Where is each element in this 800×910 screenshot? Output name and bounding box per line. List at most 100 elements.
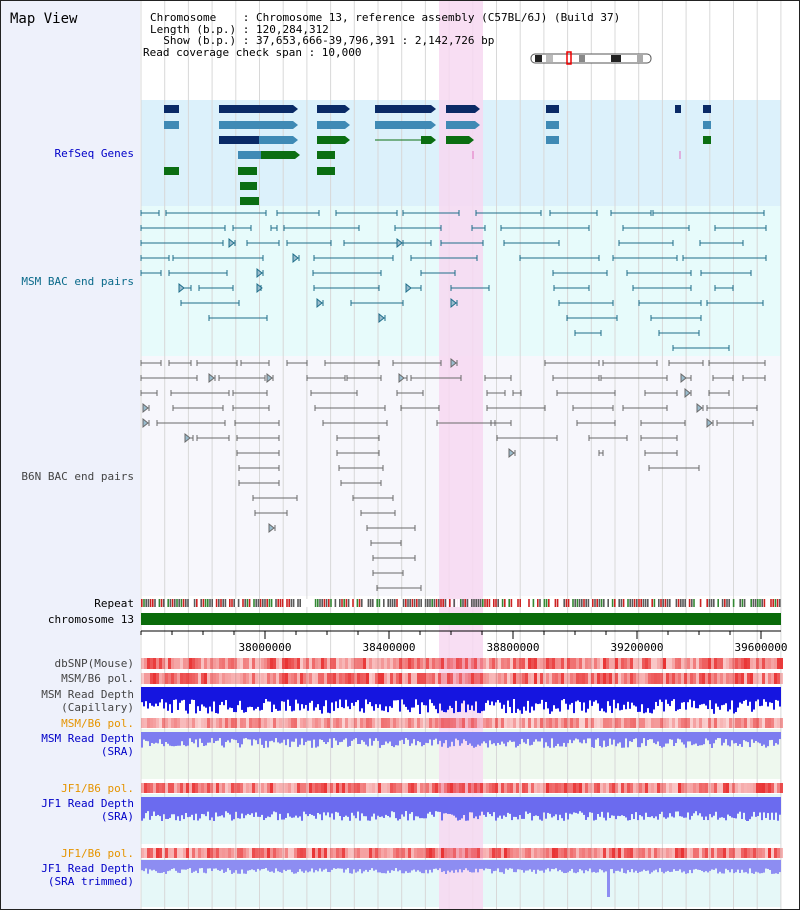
repeat-element — [545, 599, 548, 607]
jf1-sra-depth — [203, 797, 205, 815]
msm-depth-capillary-label[interactable]: MSM Read Depth (Capillary) — [41, 688, 134, 714]
jf1-trim-depth — [567, 860, 569, 873]
pol-heat-cell — [339, 848, 342, 858]
refseq-genes-label[interactable]: RefSeq Genes — [54, 147, 134, 160]
pol-heat-cell — [672, 673, 675, 684]
repeat-element — [495, 599, 497, 607]
repeat-element — [552, 599, 554, 607]
msm-cap-depth — [669, 687, 671, 707]
msm-b6-pol-label-2[interactable]: MSM/B6 pol. — [61, 717, 134, 730]
repeat-element — [484, 599, 486, 607]
jf1-sra-depth — [347, 797, 349, 817]
msm-sra-depth — [155, 732, 157, 743]
msm-sra-depth — [635, 732, 637, 739]
pol-heat-cell — [303, 658, 306, 669]
jf1-depth-trim-label[interactable]: JF1 Read Depth (SRA trimmed) — [41, 862, 134, 888]
msm-sra-depth — [641, 732, 643, 744]
jf1-sra-depth — [175, 797, 177, 821]
gene-arrow — [345, 121, 350, 129]
b6n-bac-label[interactable]: B6N BAC end pairs — [21, 470, 134, 483]
jf1-depth-sra-label[interactable]: JF1 Read Depth (SRA) — [41, 797, 134, 823]
jf1-sra-depth — [427, 797, 429, 814]
pol-heat-cell — [528, 848, 531, 858]
pol-heat-cell — [309, 718, 312, 728]
jf1-b6-pol-label-1[interactable]: JF1/B6 pol. — [61, 782, 134, 795]
msm-sra-depth — [527, 732, 529, 739]
pol-heat-cell — [618, 848, 621, 858]
pol-heat-cell — [702, 658, 705, 669]
msm-sra-depth — [287, 732, 289, 740]
pol-heat-cell — [198, 658, 201, 669]
pol-heat-cell — [657, 718, 660, 728]
pol-heat-cell — [141, 848, 144, 858]
jf1-trim-depth — [491, 860, 493, 874]
jf1-sra-depth — [771, 797, 773, 813]
msm-sra-depth — [429, 732, 431, 740]
jf1-trim-depth — [561, 860, 563, 872]
msm-cap-depth — [431, 687, 433, 704]
pol-heat-cell — [369, 848, 372, 858]
jf1-sra-depth — [635, 797, 637, 813]
dbsnp-label[interactable]: dbSNP(Mouse) — [54, 657, 134, 670]
refseq-gene — [675, 105, 681, 113]
pol-heat-cell — [480, 718, 483, 728]
jf1-sra-depth — [725, 797, 727, 821]
pol-heat-cell — [489, 848, 492, 858]
msm-cap-depth — [291, 687, 293, 712]
msm-sra-depth — [503, 732, 505, 744]
pol-heat-cell — [723, 783, 726, 793]
pol-heat-cell — [204, 848, 207, 858]
msm-cap-depth — [191, 687, 193, 700]
pol-heat-cell — [585, 718, 588, 728]
repeat-element — [464, 599, 466, 607]
msm-sra-depth — [243, 732, 245, 739]
pol-heat-cell — [312, 783, 315, 793]
jf1-trim-depth — [409, 860, 411, 873]
msm-depth-sra-label[interactable]: MSM Read Depth (SRA) — [41, 732, 134, 758]
msm-cap-depth — [525, 687, 527, 711]
pol-heat-cell — [744, 673, 747, 684]
pol-heat-cell — [465, 718, 468, 728]
pol-heat-cell — [528, 658, 531, 669]
pol-heat-cell — [462, 658, 465, 669]
msm-sra-depth — [697, 732, 699, 746]
pol-heat-cell — [333, 848, 336, 858]
jf1-trim-depth — [353, 860, 355, 870]
jf1-trim-depth — [505, 860, 507, 869]
repeat-element — [279, 599, 282, 607]
msm-sra-depth — [227, 732, 229, 741]
pol-heat-cell — [255, 718, 258, 728]
pol-heat-cell — [237, 783, 240, 793]
msm-sra-depth — [215, 732, 217, 742]
repeat-element — [369, 599, 372, 607]
jf1-sra-depth — [667, 797, 669, 818]
msm-cap-depth — [753, 687, 755, 710]
msm-cap-depth — [379, 687, 381, 705]
jf1-sra-depth — [341, 797, 343, 821]
jf1-sra-depth — [729, 797, 731, 817]
jf1-trim-depth — [265, 860, 267, 869]
jf1-trim-depth — [461, 860, 463, 873]
pol-heat-cell — [435, 718, 438, 728]
pol-heat-cell — [192, 718, 195, 728]
jf1-sra-depth — [473, 797, 475, 819]
repeat-element — [325, 599, 328, 607]
repeat-element — [519, 599, 521, 607]
chromosome-ideogram[interactable] — [530, 51, 652, 65]
pol-heat-cell — [435, 673, 438, 684]
pol-heat-cell — [210, 848, 213, 858]
msm-cap-depth — [265, 687, 267, 700]
pol-heat-cell — [306, 658, 309, 669]
msm-bac-pair — [178, 282, 185, 294]
msm-cap-depth — [461, 687, 463, 704]
repeat-element — [251, 599, 253, 607]
msm-bac-label[interactable]: MSM BAC end pairs — [21, 275, 134, 288]
msm-cap-depth — [231, 687, 233, 709]
jf1-trim-depth — [443, 860, 445, 872]
pol-heat-cell — [525, 848, 528, 858]
jf1-sra-depth — [507, 797, 509, 813]
jf1-b6-pol-label-2[interactable]: JF1/B6 pol. — [61, 847, 134, 860]
pol-heat-cell — [234, 658, 237, 669]
msm-b6-pol-label-1[interactable]: MSM/B6 pol. — [61, 672, 134, 685]
pol-heat-cell — [495, 673, 498, 684]
